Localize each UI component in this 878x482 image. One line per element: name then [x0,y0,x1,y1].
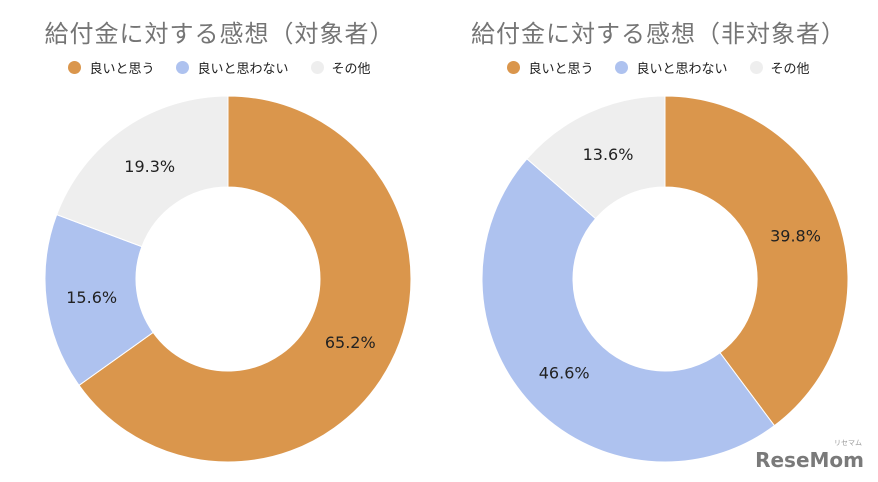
data-label-other: 19.3% [124,157,175,176]
data-label-not-good: 46.6% [539,363,590,382]
legend-swatch [310,61,324,74]
donut-segment-not-good [481,158,776,463]
data-label-good: 39.8% [770,227,821,246]
donut-segment-other [56,95,229,248]
data-label-good: 65.2% [325,333,376,352]
donut-segment-good [664,95,849,427]
legend-label: 良いと思う [89,62,155,77]
chart-title: 給付金に対する感想（対象者） [44,20,395,48]
legend-item-other: その他 [310,58,371,77]
legend-label: その他 [770,62,810,77]
legend-label: 良いと思わない [197,62,289,77]
donut-segment-other [526,95,666,220]
watermark-logo: ReseMom [755,448,864,472]
legend-swatch [507,61,521,74]
legend-label: 良いと思う [528,62,594,77]
donut-chart-non-target: 39.8% 46.6% 13.6% [481,95,849,463]
legend-label: その他 [331,62,371,77]
legend-item-not-good: 良いと思わない [176,58,289,77]
data-label-not-good: 15.6% [66,288,117,307]
legend-item-good: 良いと思う [68,58,154,77]
legend-swatch [749,61,763,74]
legend-item-other: その他 [749,58,810,77]
chart-legend: 良いと思う 良いと思わない その他 [439,58,878,77]
chart-non-target: 給付金に対する感想（非対象者） 良いと思う 良いと思わない その他 39.8% 4… [439,0,878,482]
watermark-reading: リセマム [834,439,862,447]
donut-segment-good [78,95,412,463]
legend-item-good: 良いと思う [507,58,593,77]
donut-chart-target: 65.2% 15.6% 19.3% [44,95,412,463]
legend-swatch [615,61,629,74]
legend-swatch [176,61,190,74]
legend-label: 良いと思わない [636,62,728,77]
chart-target: 給付金に対する感想（対象者） 良いと思う 良いと思わない その他 65.2% 15… [0,20,439,463]
data-label-other: 13.6% [583,145,634,164]
legend-swatch [68,61,82,74]
chart-title: 給付金に対する感想（非対象者） [471,20,846,48]
legend-item-not-good: 良いと思わない [615,58,728,77]
chart-legend: 良いと思う 良いと思わない その他 [0,58,439,77]
